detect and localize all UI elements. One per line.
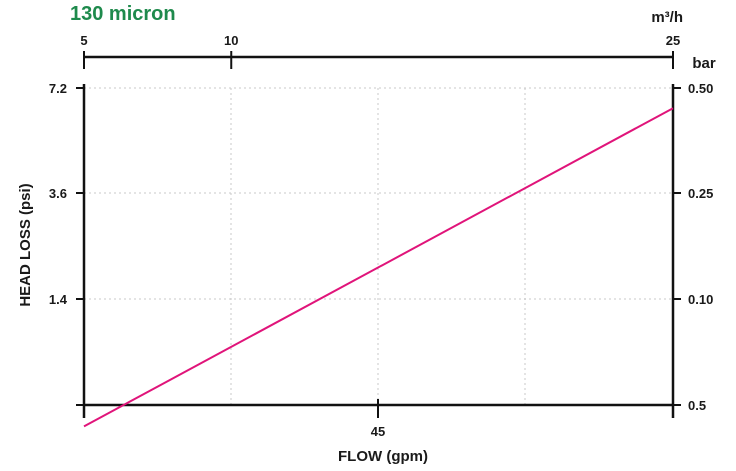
left-axis-tick-label: 7.2 [49, 81, 67, 96]
top-axis-unit: m³/h [651, 9, 683, 26]
series-line [83, 107, 674, 428]
top-axis-tick-label: 25 [666, 33, 680, 48]
axis-ticks: 5 10 25 45 7.2 3.6 1.4 0.50 0.25 0.10 0.5 [49, 33, 713, 439]
chart-title: 130 micron [70, 3, 176, 25]
top-axis-tick-label: 10 [224, 33, 238, 48]
left-axis-tick-label: 3.6 [49, 186, 67, 201]
right-axis-tick-label: 0.10 [688, 292, 713, 307]
plot-area [83, 107, 674, 428]
bottom-axis-tick-label: 45 [371, 424, 385, 439]
top-axis-tick-label: 5 [80, 33, 87, 48]
y-axis-label: HEAD LOSS (psi) [17, 183, 34, 306]
left-axis-tick-label: 1.4 [49, 292, 68, 307]
right-axis-unit: bar [692, 55, 716, 72]
right-axis-tick-label: 0.25 [688, 186, 713, 201]
right-axis-tick-label: 0.50 [688, 81, 713, 96]
right-axis-tick-label: 0.5 [688, 398, 706, 413]
grid-lines [84, 87, 673, 405]
x-axis-label: FLOW (gpm) [338, 448, 428, 465]
